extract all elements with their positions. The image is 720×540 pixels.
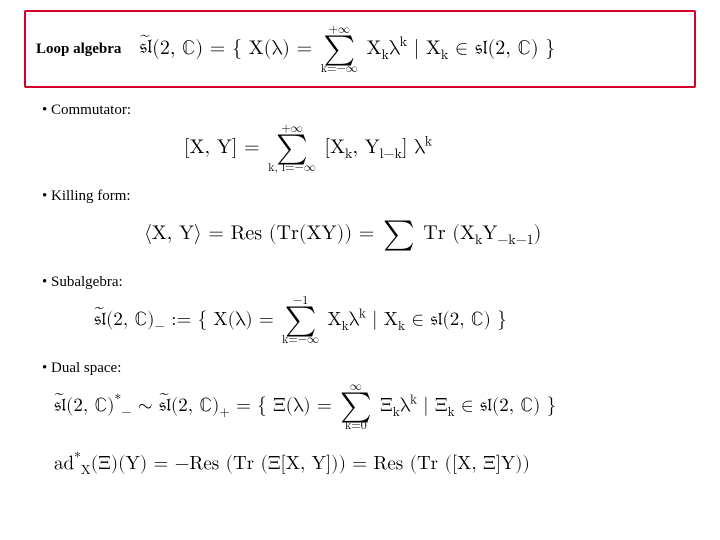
commutator-formula: [X, Y] = +∞∑k, l=−∞ [Xk, Yl−k] λk xyxy=(184,137,432,157)
subalgebra-row: 𝔰𝔩(2, ℂ)− := { X(λ) = −1∑k=−∞ Xkλk | Xk … xyxy=(24,295,696,346)
commutator-label: • Commutator: xyxy=(42,102,696,119)
subalgebra-label: • Subalgebra: xyxy=(42,274,696,291)
loop-algebra-label: Loop algebra xyxy=(36,41,121,58)
dual-label: • Dual space: xyxy=(42,360,696,377)
dual-row-1: 𝔰𝔩(2, ℂ)*− ∼ 𝔰𝔩(2, ℂ)+ = { Ξ(λ) = ∞∑k=0 … xyxy=(24,381,696,432)
slide-page: Loop algebra 𝔰𝔩(2, ℂ) = { X(λ) = +∞∑k=−∞… xyxy=(0,0,720,540)
dual-formula-2: ad*X(Ξ)(Y) = −Res (Tr (Ξ[X, Y])) = Res (… xyxy=(54,454,530,473)
killing-formula: ⟨X, Y⟩ = Res (Tr(XY)) = ∑ Tr (XkY−k−1) xyxy=(144,223,541,243)
loop-algebra-box: Loop algebra 𝔰𝔩(2, ℂ) = { X(λ) = +∞∑k=−∞… xyxy=(24,10,696,88)
dual-formula-1: 𝔰𝔩(2, ℂ)*− ∼ 𝔰𝔩(2, ℂ)+ = { Ξ(λ) = ∞∑k=0 … xyxy=(54,396,556,415)
dual-row-2: ad*X(Ξ)(Y) = −Res (Tr (Ξ[X, Y])) = Res (… xyxy=(24,450,696,479)
subalgebra-formula: 𝔰𝔩(2, ℂ)− := { X(λ) = −1∑k=−∞ Xkλk | Xk … xyxy=(94,310,507,329)
killing-label: • Killing form: xyxy=(42,188,696,205)
loop-algebra-formula: 𝔰𝔩(2, ℂ) = { X(λ) = +∞∑k=−∞ Xkλk | Xk ∈ … xyxy=(139,24,555,75)
killing-row: ⟨X, Y⟩ = Res (Tr(XY)) = ∑ Tr (XkY−k−1) xyxy=(24,209,696,260)
commutator-row: [X, Y] = +∞∑k, l=−∞ [Xk, Yl−k] λk xyxy=(24,123,696,174)
